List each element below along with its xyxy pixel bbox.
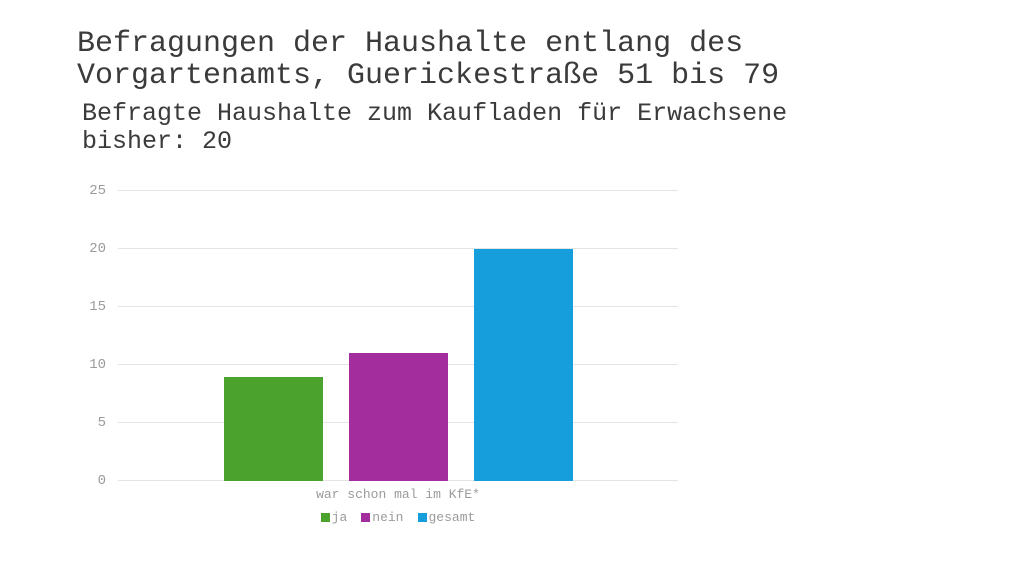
legend-item-gesamt: gesamt	[417, 510, 476, 525]
bar-ja	[223, 376, 323, 481]
legend-item-ja: ja	[320, 510, 348, 525]
gridline	[118, 190, 678, 191]
y-tick-label: 10	[89, 357, 106, 373]
x-axis-label: war schon mal im KfE*	[316, 487, 480, 502]
bar-gesamt	[473, 249, 573, 481]
slide-title-line-1: Befragungen der Haushalte entlang des	[77, 27, 744, 61]
bar-chart-plot-area: 0 5 10 15 20 25 war schon mal im KfE* ja nein g…	[89, 184, 678, 525]
slide-title-line-2: Vorgartenamts, Guerickestraße 51 bis 79	[77, 59, 780, 93]
chart-subtitle-line-2: bisher: 20	[82, 127, 233, 156]
bar-group	[118, 191, 678, 481]
slide-title: Befragungen der Haushalte entlang des Vo…	[77, 28, 779, 92]
y-axis-labels: 0 5 10 15 20 25	[63, 184, 118, 488]
chart-legend: ja nein gesamt	[118, 510, 678, 525]
legend-swatch-ja	[320, 513, 330, 522]
bar-nein	[348, 353, 448, 481]
legend-swatch-gesamt	[417, 513, 427, 522]
legend-item-nein: nein	[361, 510, 404, 525]
gridline	[118, 248, 678, 249]
y-tick-label: 25	[89, 183, 106, 199]
y-tick-label: 5	[97, 415, 106, 431]
legend-label-ja: ja	[331, 510, 348, 525]
legend-label-gesamt: gesamt	[428, 510, 476, 525]
y-tick-label: 20	[89, 241, 106, 257]
legend-label-nein: nein	[372, 510, 404, 525]
y-tick-label: 0	[97, 473, 106, 489]
chart-subtitle-line-1: Befragte Haushalte zum Kaufladen für Erw…	[82, 99, 788, 128]
y-tick-label: 15	[89, 299, 106, 315]
legend-swatch-nein	[361, 513, 371, 522]
gridline	[118, 306, 678, 307]
chart-subtitle: Befragte Haushalte zum Kaufladen für Erw…	[82, 100, 787, 156]
